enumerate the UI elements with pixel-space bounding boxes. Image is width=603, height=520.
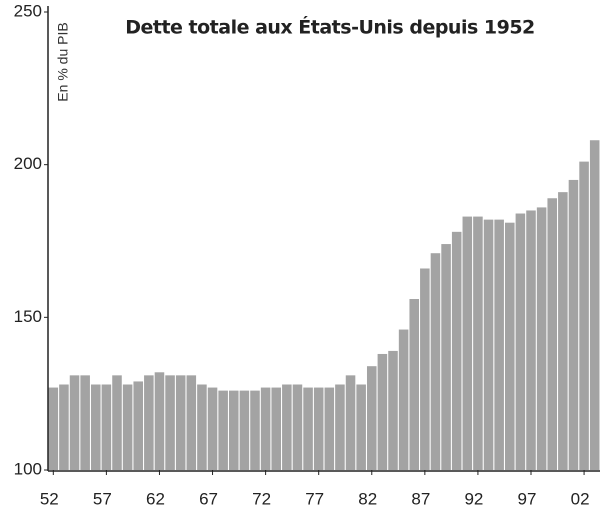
x-tick-label: 57 [93, 489, 112, 508]
bar [59, 384, 69, 470]
bar [462, 216, 473, 470]
bar [366, 366, 377, 470]
x-tick-label: 87 [411, 489, 430, 508]
bar [547, 198, 558, 470]
bar [526, 210, 536, 470]
bar [409, 299, 420, 470]
bar [420, 268, 430, 470]
bar [165, 375, 175, 470]
bar [589, 140, 600, 471]
bar [451, 231, 462, 470]
bar [345, 375, 356, 470]
bar [292, 384, 303, 470]
bar [388, 350, 398, 470]
bar [271, 387, 282, 470]
bar [313, 387, 324, 470]
bar [356, 384, 366, 470]
bar [122, 384, 133, 470]
y-tick-label: 250 [14, 1, 42, 20]
bar [504, 222, 515, 470]
bar [536, 207, 547, 470]
bar [494, 219, 504, 470]
bar [175, 375, 186, 470]
bar [80, 375, 90, 470]
x-tick-label: 67 [199, 489, 218, 508]
bar [324, 387, 335, 470]
chart-title: Dette totale aux États-Unis depuis 1952 [125, 16, 535, 39]
bar [218, 390, 228, 470]
y-tick-label: 150 [14, 307, 42, 326]
bar [473, 216, 483, 470]
x-tick-label: 82 [358, 489, 377, 508]
bar [579, 161, 589, 470]
bar [207, 387, 218, 470]
bar [228, 390, 239, 470]
x-tick-label: 97 [518, 489, 537, 508]
bar [335, 384, 345, 470]
bar [377, 353, 388, 470]
bar [197, 384, 207, 470]
bar [154, 372, 165, 470]
bar [101, 384, 112, 470]
bar [186, 375, 197, 470]
bar [144, 375, 154, 470]
x-tick-label: 52 [40, 489, 59, 508]
bar [398, 329, 409, 470]
bar [282, 384, 292, 470]
y-tick-label: 100 [14, 459, 42, 478]
bar [568, 179, 579, 470]
bar [112, 375, 122, 470]
y-axis-label: En % du PIB [55, 22, 71, 101]
bar [515, 213, 526, 470]
bar [558, 192, 568, 470]
bar [430, 253, 441, 470]
bar [48, 387, 59, 470]
bar [239, 390, 250, 470]
bar [303, 387, 313, 470]
bar [441, 244, 451, 470]
bar [69, 375, 80, 470]
x-tick-label: 72 [252, 489, 271, 508]
x-tick-label: 92 [464, 489, 483, 508]
bar [483, 219, 494, 470]
bar [250, 390, 260, 470]
bar [260, 387, 271, 470]
x-tick-label: 02 [571, 489, 590, 508]
plot [48, 140, 600, 471]
bar [133, 381, 144, 470]
bar [90, 384, 101, 470]
x-tick-label: 77 [305, 489, 324, 508]
x-tick-label: 62 [146, 489, 165, 508]
y-tick-label: 200 [14, 154, 42, 173]
